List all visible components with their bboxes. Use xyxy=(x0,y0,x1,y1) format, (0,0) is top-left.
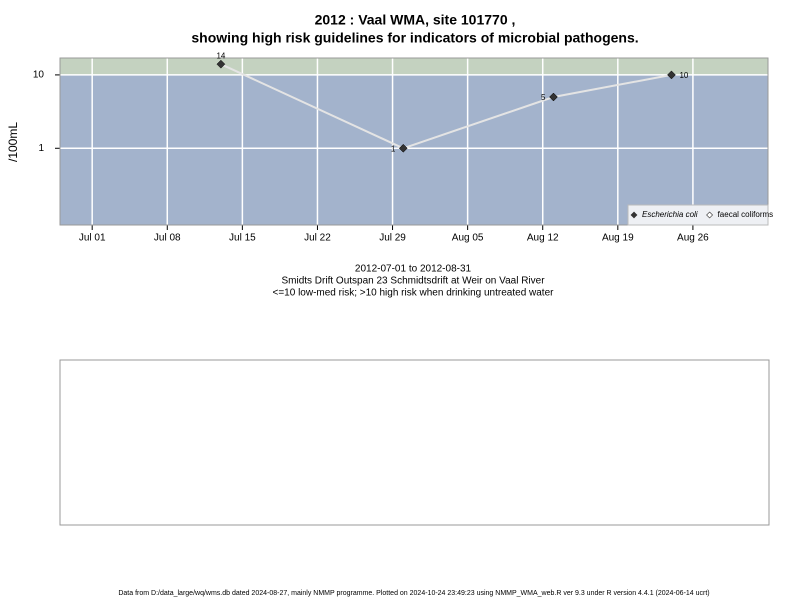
data-label: 1 xyxy=(391,144,396,153)
legend-label: faecal coliforms xyxy=(718,210,774,219)
x-tick-label: Aug 12 xyxy=(527,233,559,244)
data-label: 5 xyxy=(541,93,546,102)
footer: Data from D:/data_large/wq/wms.db dated … xyxy=(118,590,709,597)
x-tick-label: Jul 08 xyxy=(154,233,181,244)
data-point xyxy=(667,70,676,80)
caption: 2012-07-01 to 2012-08-31 xyxy=(355,264,472,275)
data-label: 14 xyxy=(216,51,225,60)
x-tick-label: Aug 26 xyxy=(677,233,709,244)
x-tick-label: Aug 05 xyxy=(452,233,484,244)
empty-panel xyxy=(59,359,770,526)
data-point xyxy=(216,59,226,69)
x-tick-label: Jul 15 xyxy=(229,233,256,244)
y-tick-label: 10 xyxy=(33,70,45,81)
x-tick-label: Jul 01 xyxy=(79,233,106,244)
caption: <=10 low-med risk; >10 high risk when dr… xyxy=(273,288,555,299)
x-tick-label: Jul 22 xyxy=(304,233,331,244)
x-tick-label: Aug 19 xyxy=(602,233,634,244)
series-line xyxy=(220,63,672,150)
data-point xyxy=(549,92,558,102)
high-risk-band xyxy=(60,58,768,75)
legend-marker xyxy=(630,211,638,219)
y-axis-label: /100mL xyxy=(6,122,20,162)
plot-background xyxy=(60,58,768,225)
data-point xyxy=(398,143,408,153)
legend-marker xyxy=(706,211,714,219)
legend-box xyxy=(627,204,769,226)
data-label: 10 xyxy=(679,71,688,80)
plot-frame xyxy=(59,57,769,226)
x-tick-label: Jul 29 xyxy=(379,233,406,244)
legend-label: Escherichia coli xyxy=(642,210,698,219)
y-tick-label: 1 xyxy=(38,143,44,154)
chart-subtitle: showing high risk guidelines for indicat… xyxy=(191,30,638,46)
caption: Smidts Drift Outspan 23 Schmidtsdrift at… xyxy=(281,276,545,287)
chart-title: 2012 : Vaal WMA, site 101770 , xyxy=(315,12,516,28)
